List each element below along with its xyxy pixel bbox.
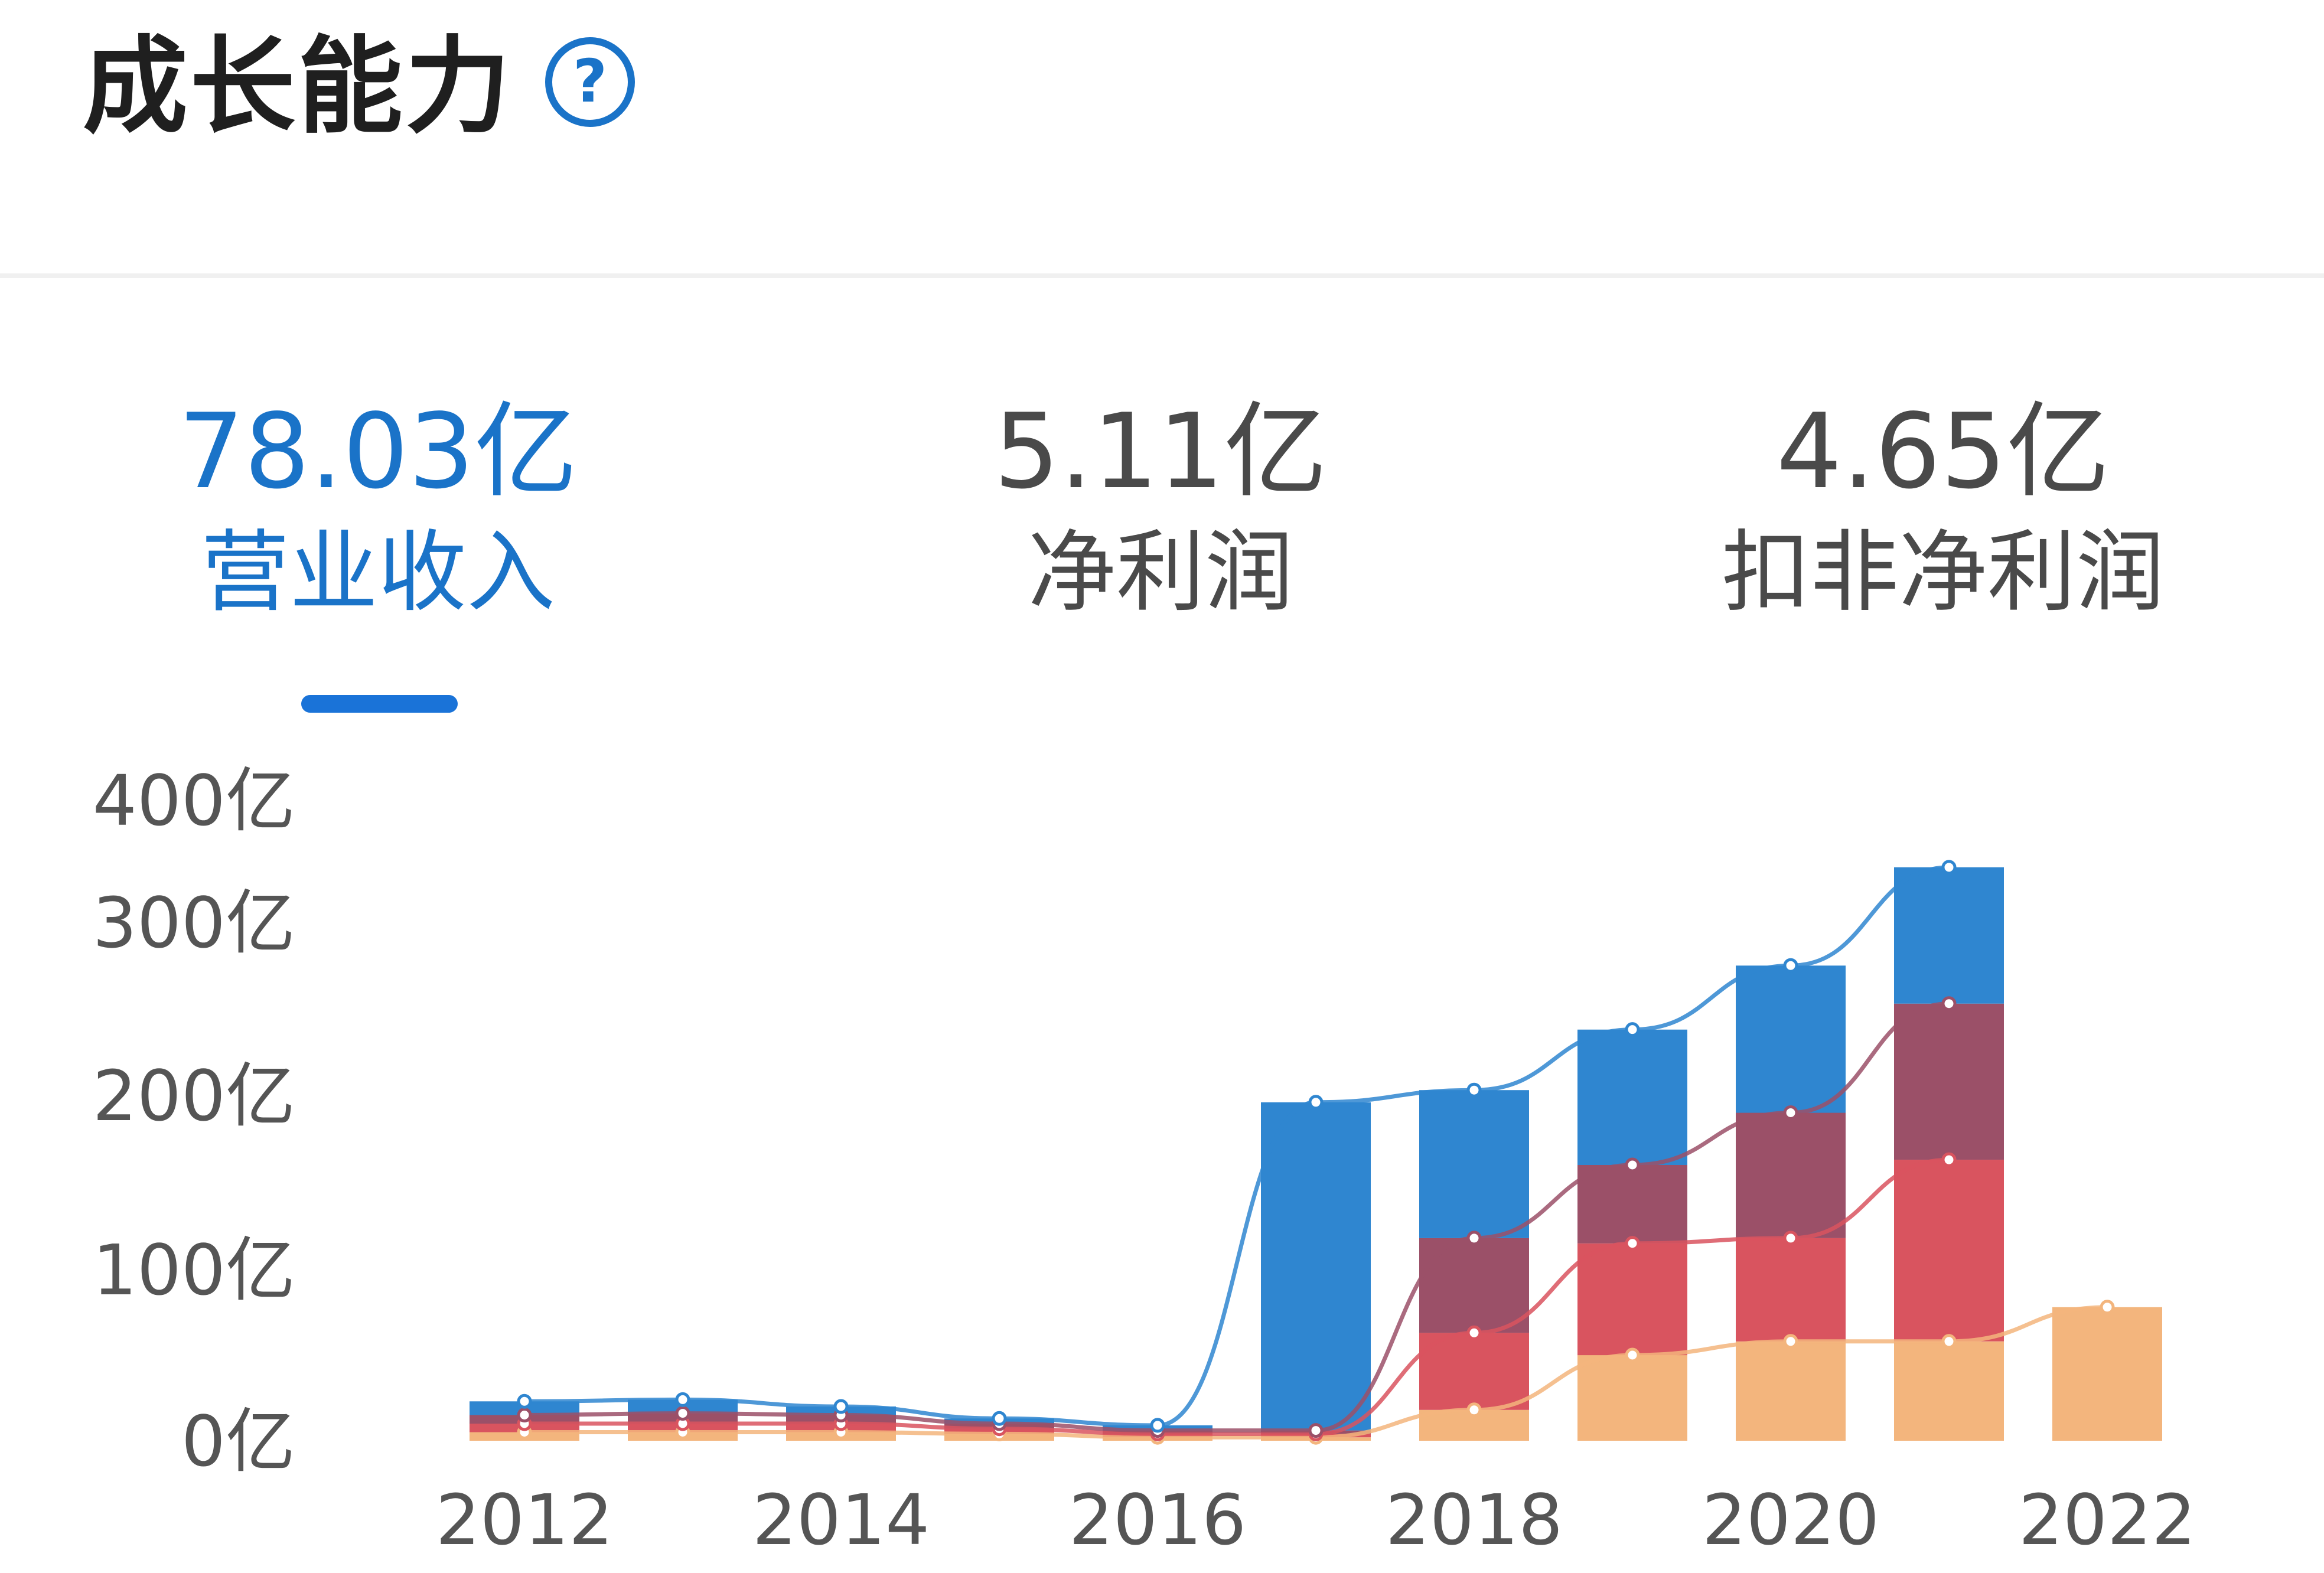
tab-net-profit[interactable]: 5.11亿 净利润: [895, 392, 1426, 631]
data-point[interactable]: [1941, 860, 1957, 875]
bar-segment[interactable]: [2052, 1307, 2162, 1441]
deducted-net-profit-label: 扣非净利润: [1721, 521, 2165, 624]
data-point[interactable]: [1783, 1231, 1798, 1246]
data-point[interactable]: [833, 1399, 849, 1414]
axes-layer: 0亿 100亿 200亿 300亿 400亿 2012 2014 2016 2018 2020 20…: [93, 760, 2196, 1561]
data-point[interactable]: [1308, 1423, 1324, 1438]
header-divider: [0, 273, 2324, 278]
svg-text:?: ?: [573, 47, 607, 116]
data-point[interactable]: [1625, 1347, 1640, 1363]
data-point[interactable]: [1625, 1022, 1640, 1037]
y-tick-label: 300亿: [93, 882, 295, 964]
data-point[interactable]: [1941, 996, 1957, 1011]
bar-segment[interactable]: [1894, 867, 2004, 1004]
deducted-net-profit-value: 4.65亿: [1776, 392, 2110, 512]
bar-segment[interactable]: [1419, 1238, 1529, 1333]
data-point[interactable]: [1466, 1082, 1482, 1098]
series-line: [524, 1157, 1950, 1436]
data-point[interactable]: [517, 1393, 532, 1409]
x-tick-label: 2016: [1069, 1479, 1246, 1561]
x-tick-label: 2018: [1386, 1479, 1563, 1561]
series-line: [524, 1305, 2108, 1440]
net-profit-value: 5.11亿: [993, 392, 1328, 512]
bars-layer: [470, 867, 2162, 1441]
data-point[interactable]: [1783, 1334, 1798, 1349]
lines-layer: [517, 860, 2115, 1445]
bar-segment[interactable]: [1577, 1029, 1687, 1165]
data-point[interactable]: [1941, 1152, 1957, 1167]
x-tick-label: 2012: [436, 1479, 613, 1561]
x-tick-label: 2020: [1702, 1479, 1879, 1561]
y-tick-label: 200亿: [93, 1055, 295, 1137]
question-circle-icon[interactable]: ?: [543, 35, 637, 129]
data-point[interactable]: [2100, 1300, 2115, 1315]
data-point[interactable]: [1150, 1418, 1165, 1433]
y-tick-label: 400亿: [93, 760, 295, 841]
tab-revenue[interactable]: 78.03亿 营业收入: [112, 392, 644, 631]
net-profit-label: 净利润: [1027, 521, 1293, 624]
revenue-label: 营业收入: [200, 521, 555, 624]
bar-segment[interactable]: [1894, 1341, 2004, 1441]
bar-segment[interactable]: [1577, 1243, 1687, 1356]
data-point[interactable]: [1625, 1236, 1640, 1251]
bar-segment[interactable]: [1736, 1112, 1846, 1238]
data-point[interactable]: [1941, 1334, 1957, 1349]
data-point[interactable]: [992, 1411, 1007, 1426]
bar-segment[interactable]: [1736, 1238, 1846, 1342]
active-tab-indicator: [301, 695, 458, 713]
data-point[interactable]: [1625, 1157, 1640, 1173]
bar-segment[interactable]: [1894, 1003, 2004, 1160]
data-point[interactable]: [1308, 1095, 1324, 1110]
series-line: [524, 865, 1950, 1428]
y-tick-label: 0亿: [181, 1401, 295, 1482]
data-point[interactable]: [1783, 958, 1798, 973]
revenue-value: 78.03亿: [178, 392, 578, 512]
bar-segment[interactable]: [1419, 1090, 1529, 1238]
data-point[interactable]: [1783, 1105, 1798, 1120]
data-point[interactable]: [1466, 1325, 1482, 1340]
bar-segment[interactable]: [1261, 1102, 1371, 1431]
page-title: 成长能力: [83, 25, 513, 148]
bar-segment[interactable]: [1419, 1333, 1529, 1410]
bar-segment[interactable]: [1736, 965, 1846, 1113]
bar-segment[interactable]: [1577, 1165, 1687, 1244]
series-line: [524, 1001, 1950, 1433]
data-point[interactable]: [1466, 1231, 1482, 1246]
data-point[interactable]: [517, 1408, 532, 1422]
bar-segment[interactable]: [1894, 1160, 2004, 1342]
x-tick-label: 2014: [752, 1479, 930, 1561]
data-point[interactable]: [675, 1392, 690, 1407]
data-point[interactable]: [675, 1406, 690, 1421]
x-tick-label: 2022: [2019, 1479, 2196, 1561]
tab-deducted-net-profit[interactable]: 4.65亿 扣非净利润: [1677, 392, 2209, 631]
growth-chart: 0亿 100亿 200亿 300亿 400亿 2012 2014 2016 2018 2020 20…: [93, 760, 2196, 1561]
y-tick-label: 100亿: [93, 1229, 295, 1311]
bar-segment[interactable]: [1577, 1355, 1687, 1441]
bar-segment[interactable]: [1736, 1341, 1846, 1441]
data-point[interactable]: [1466, 1402, 1482, 1418]
